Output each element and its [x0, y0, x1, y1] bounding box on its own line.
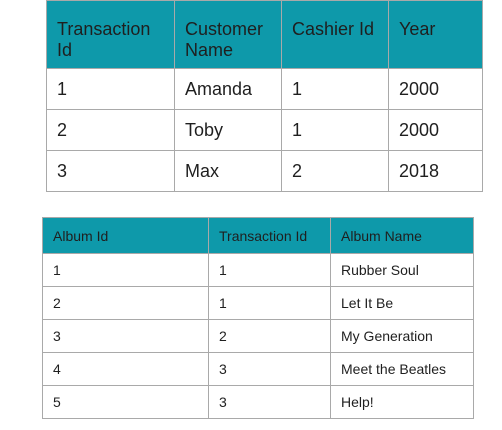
customer-name-cell: Amanda — [174, 68, 282, 110]
transaction-id-cell: 1 — [46, 68, 175, 110]
albums-header-album-id: Album Id — [42, 217, 209, 254]
customer-name-cell: Max — [174, 150, 282, 192]
transactions-header-transaction-id: Transaction Id — [46, 0, 175, 69]
transactions-header-customer-name: Customer Name — [174, 0, 282, 69]
album-transaction-id-cell: 1 — [208, 253, 331, 287]
albums-header-row: Album Id Transaction Id Album Name — [42, 217, 474, 254]
table-row: 5 3 Help! — [42, 385, 474, 419]
transactions-header-cashier-id: Cashier Id — [281, 0, 389, 69]
album-transaction-id-cell: 3 — [208, 352, 331, 386]
table-row: 1 1 Rubber Soul — [42, 253, 474, 287]
table-row: 3 2 My Generation — [42, 319, 474, 353]
table-row: 2 Toby 1 2000 — [46, 109, 483, 151]
album-name-cell: Rubber Soul — [330, 253, 474, 287]
cashier-id-cell: 2 — [281, 150, 389, 192]
album-id-cell: 2 — [42, 286, 209, 320]
album-transaction-id-cell: 3 — [208, 385, 331, 419]
transaction-id-cell: 2 — [46, 109, 175, 151]
transactions-header-row: Transaction Id Customer Name Cashier Id … — [46, 0, 483, 69]
albums-header-album-name: Album Name — [330, 217, 474, 254]
table-row: 2 1 Let It Be — [42, 286, 474, 320]
album-id-cell: 1 — [42, 253, 209, 287]
table-row: 3 Max 2 2018 — [46, 150, 483, 192]
album-id-cell: 3 — [42, 319, 209, 353]
album-name-cell: My Generation — [330, 319, 474, 353]
table-row: 1 Amanda 1 2000 — [46, 68, 483, 110]
album-transaction-id-cell: 1 — [208, 286, 331, 320]
cashier-id-cell: 1 — [281, 109, 389, 151]
album-name-cell: Help! — [330, 385, 474, 419]
album-name-cell: Meet the Beatles — [330, 352, 474, 386]
year-cell: 2000 — [388, 68, 483, 110]
year-cell: 2018 — [388, 150, 483, 192]
transactions-header-year: Year — [388, 0, 483, 69]
year-cell: 2000 — [388, 109, 483, 151]
transactions-table: Transaction Id Customer Name Cashier Id … — [46, 0, 483, 192]
album-transaction-id-cell: 2 — [208, 319, 331, 353]
album-id-cell: 4 — [42, 352, 209, 386]
cashier-id-cell: 1 — [281, 68, 389, 110]
albums-table: Album Id Transaction Id Album Name 1 1 R… — [42, 217, 474, 419]
table-row: 4 3 Meet the Beatles — [42, 352, 474, 386]
transaction-id-cell: 3 — [46, 150, 175, 192]
albums-header-transaction-id: Transaction Id — [208, 217, 331, 254]
customer-name-cell: Toby — [174, 109, 282, 151]
album-id-cell: 5 — [42, 385, 209, 419]
album-name-cell: Let It Be — [330, 286, 474, 320]
